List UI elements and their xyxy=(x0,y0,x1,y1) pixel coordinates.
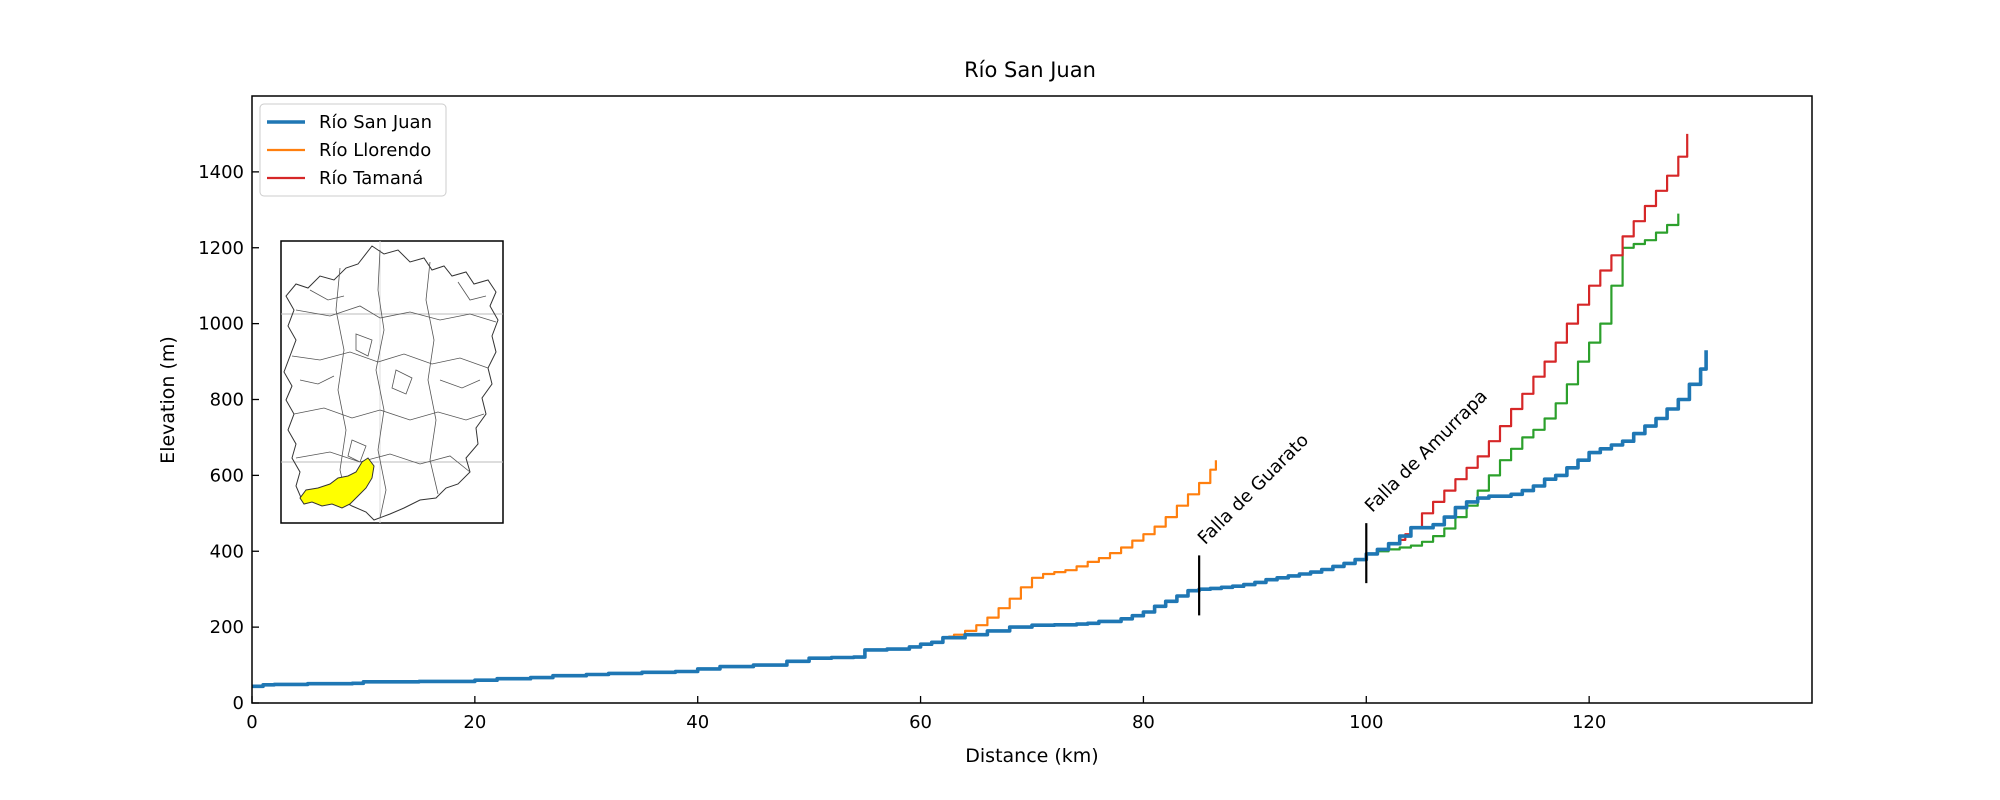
y-tick-label: 1000 xyxy=(198,314,244,335)
legend-label: Río Llorendo xyxy=(319,140,431,161)
chart-title: Río San Juan xyxy=(964,58,1096,82)
y-tick-label: 200 xyxy=(210,617,244,638)
x-tick-label: 0 xyxy=(246,712,257,733)
y-axis-ticks: 0 200 400 600 800 1000 1200 1400 xyxy=(198,162,259,714)
y-axis-label: Elevation (m) xyxy=(157,336,179,464)
inset-highlight-basin xyxy=(299,457,375,509)
series-line-4 xyxy=(1366,213,1680,555)
x-tick-label: 40 xyxy=(686,712,709,733)
series-line-2 xyxy=(948,460,1217,638)
series-layer xyxy=(252,133,1708,689)
series-line-1 xyxy=(252,350,1708,689)
x-tick-label: 120 xyxy=(1572,712,1606,733)
inset-frame xyxy=(280,240,504,524)
legend-box xyxy=(259,103,447,197)
x-tick-label: 100 xyxy=(1349,712,1383,733)
x-tick-label: 80 xyxy=(1132,712,1155,733)
y-tick-label: 1200 xyxy=(198,238,244,259)
legend-items: Río San Juan Río Llorendo Río Tamaná xyxy=(267,112,432,189)
y-tick-label: 400 xyxy=(210,541,244,562)
y-tick-label: 800 xyxy=(210,390,244,411)
y-tick-label: 600 xyxy=(210,465,244,486)
legend-label: Río Tamaná xyxy=(319,168,423,189)
inset-region-outline xyxy=(283,245,499,521)
x-axis-ticks: 0 20 40 60 80 100 120 xyxy=(246,696,1606,733)
legend-label: Río San Juan xyxy=(319,112,432,133)
x-axis-label: Distance (km) xyxy=(965,745,1098,767)
x-tick-label: 20 xyxy=(463,712,486,733)
series-line-3 xyxy=(1399,133,1689,541)
legend: Río San Juan Río Llorendo Río Tamaná xyxy=(259,103,447,197)
y-tick-label: 0 xyxy=(233,693,244,714)
inset-internal-boundaries xyxy=(291,249,497,519)
y-tick-label: 1400 xyxy=(198,162,244,183)
x-tick-label: 60 xyxy=(909,712,932,733)
inset-location-map xyxy=(280,240,504,524)
